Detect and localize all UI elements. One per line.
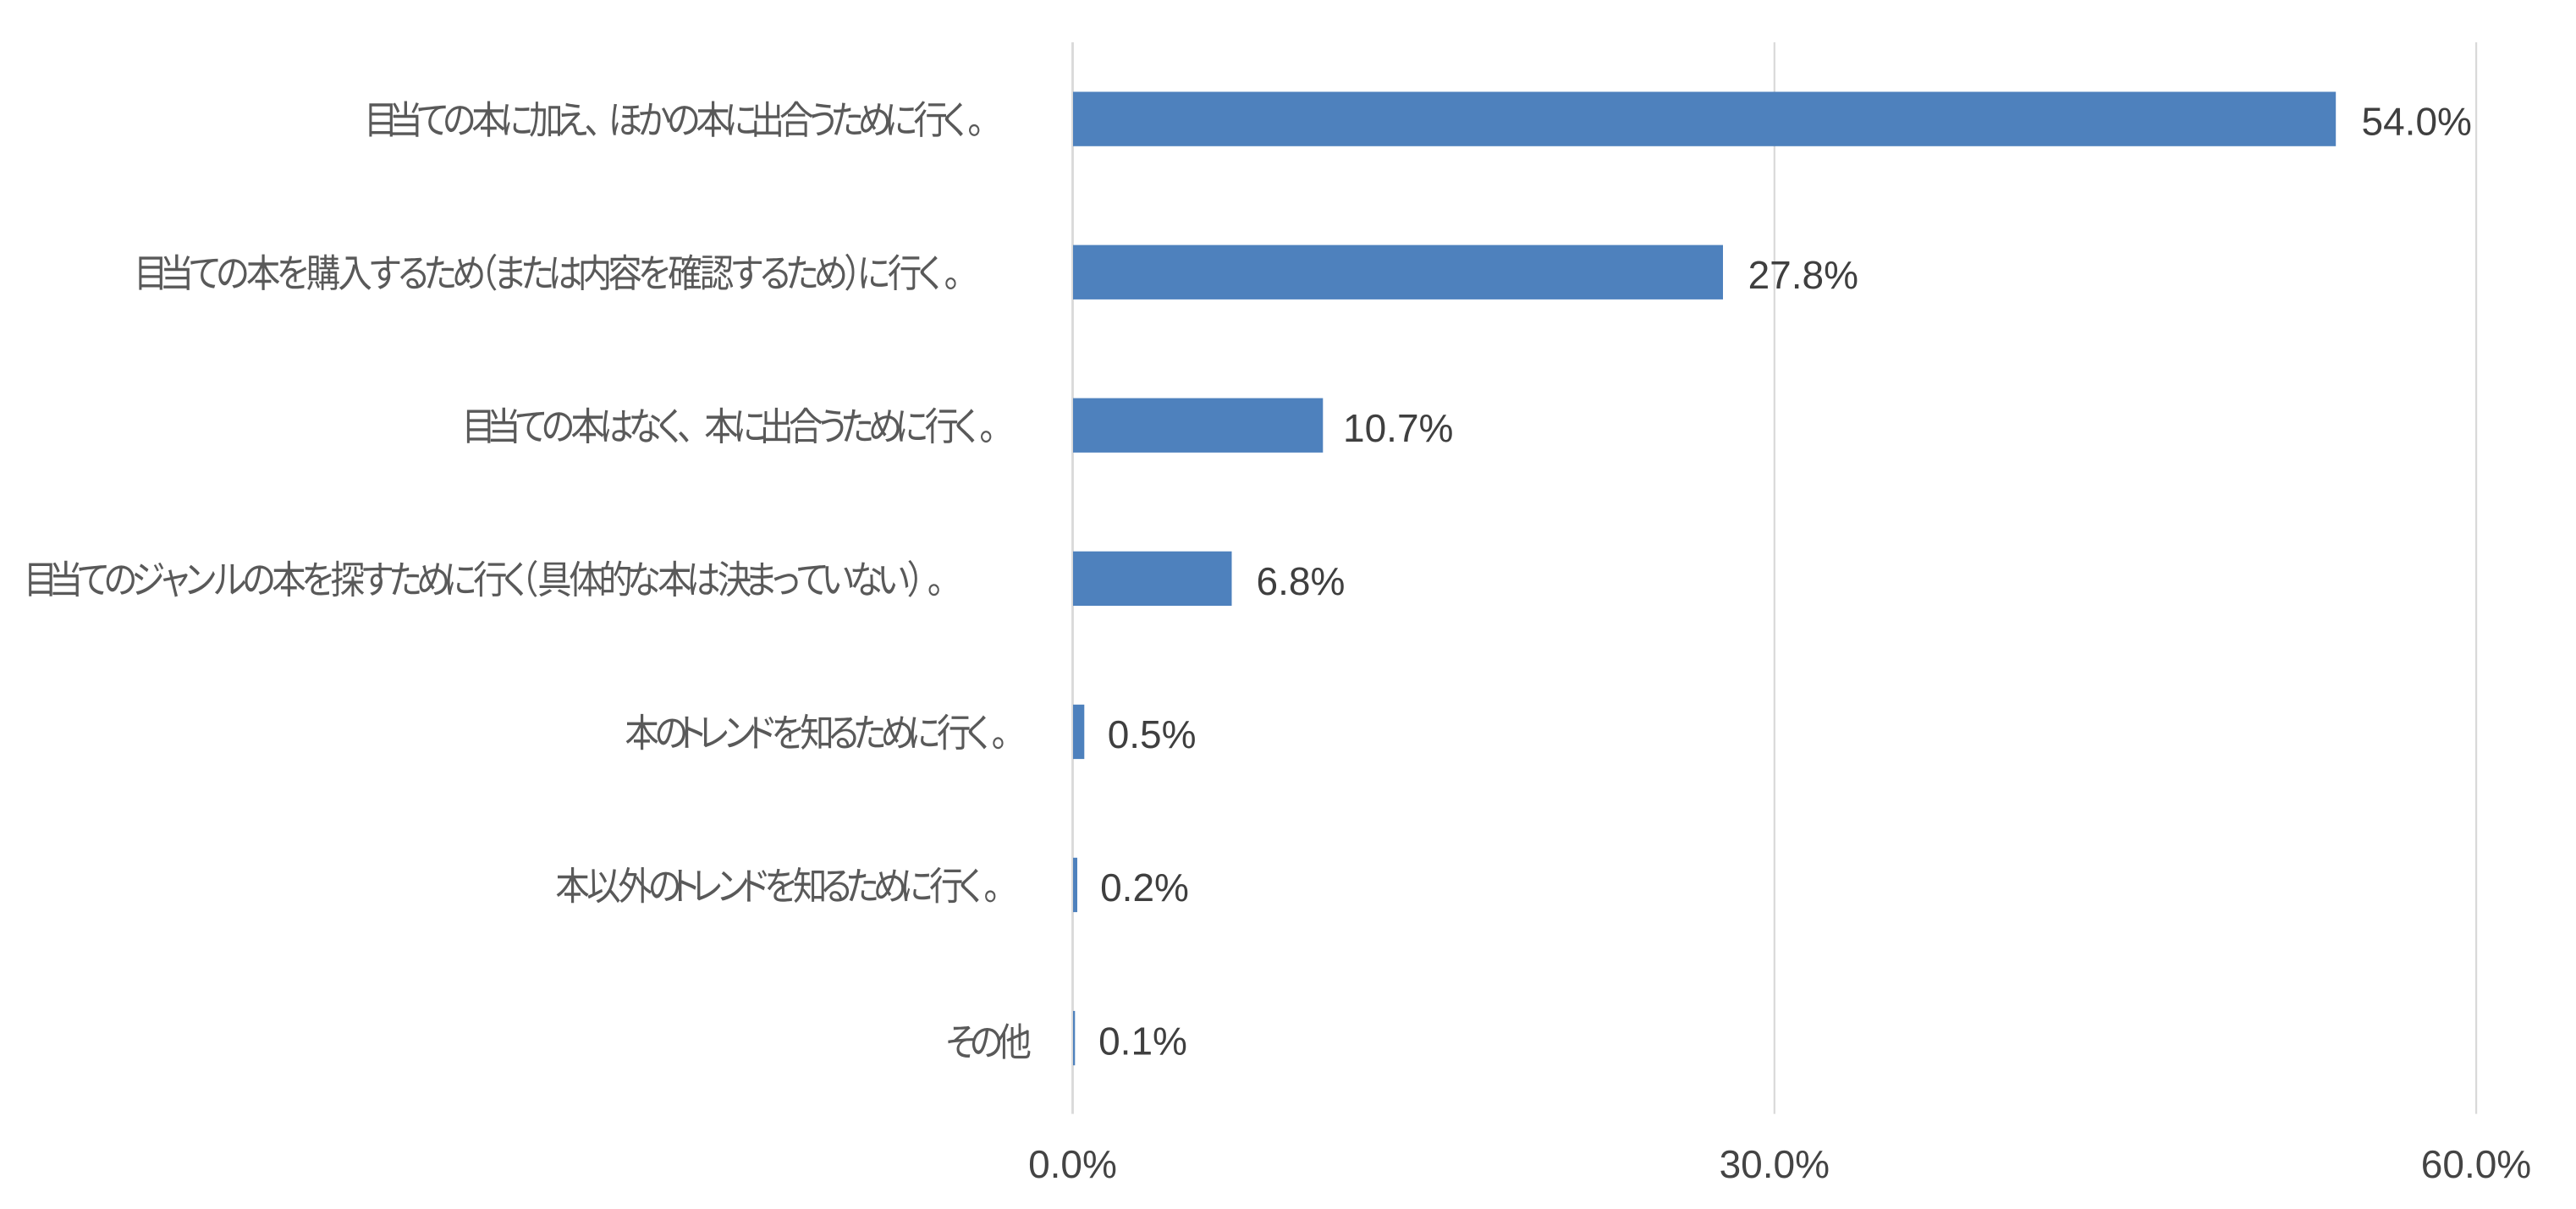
svg-text:0.0%: 0.0%: [1028, 1142, 1117, 1186]
svg-text:10.7%: 10.7%: [1343, 406, 1453, 450]
svg-text:0.1%: 0.1%: [1098, 1019, 1187, 1063]
svg-text:6.8%: 6.8%: [1257, 559, 1346, 603]
svg-text:30.0%: 30.0%: [1720, 1142, 1830, 1186]
svg-text:0.2%: 0.2%: [1100, 866, 1189, 909]
svg-text:54.0%: 54.0%: [2362, 100, 2472, 144]
svg-text:27.8%: 27.8%: [1748, 253, 1858, 297]
svg-text:60.0%: 60.0%: [2421, 1142, 2531, 1186]
svg-text:0.5%: 0.5%: [1108, 712, 1197, 756]
